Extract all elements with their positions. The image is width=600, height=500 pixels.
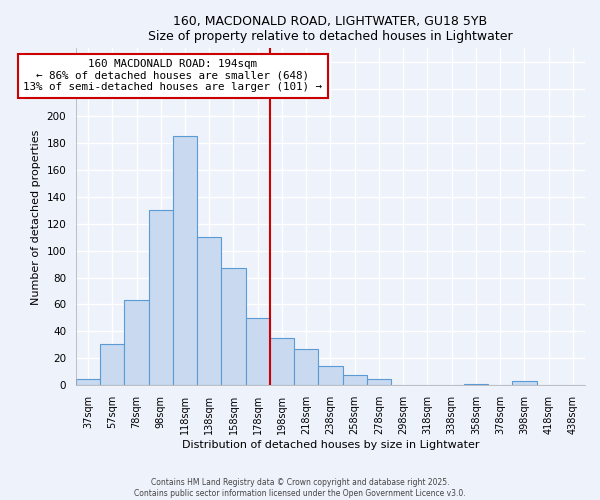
- Bar: [76, 378, 100, 386]
- Text: 160 MACDONALD ROAD: 194sqm
← 86% of detached houses are smaller (648)
13% of sem: 160 MACDONALD ROAD: 194sqm ← 86% of deta…: [23, 59, 322, 92]
- Bar: [319, 366, 343, 386]
- X-axis label: Distribution of detached houses by size in Lightwater: Distribution of detached houses by size …: [182, 440, 479, 450]
- Y-axis label: Number of detached properties: Number of detached properties: [31, 129, 41, 304]
- Text: Contains HM Land Registry data © Crown copyright and database right 2025.
Contai: Contains HM Land Registry data © Crown c…: [134, 478, 466, 498]
- Bar: [124, 300, 149, 386]
- Bar: [245, 318, 270, 386]
- Bar: [221, 268, 245, 386]
- Bar: [173, 136, 197, 386]
- Bar: [149, 210, 173, 386]
- Bar: [512, 382, 536, 386]
- Bar: [197, 237, 221, 386]
- Bar: [464, 384, 488, 386]
- Title: 160, MACDONALD ROAD, LIGHTWATER, GU18 5YB
Size of property relative to detached : 160, MACDONALD ROAD, LIGHTWATER, GU18 5Y…: [148, 15, 513, 43]
- Bar: [294, 349, 319, 386]
- Bar: [270, 338, 294, 386]
- Bar: [100, 344, 124, 386]
- Bar: [343, 374, 367, 386]
- Bar: [367, 378, 391, 386]
